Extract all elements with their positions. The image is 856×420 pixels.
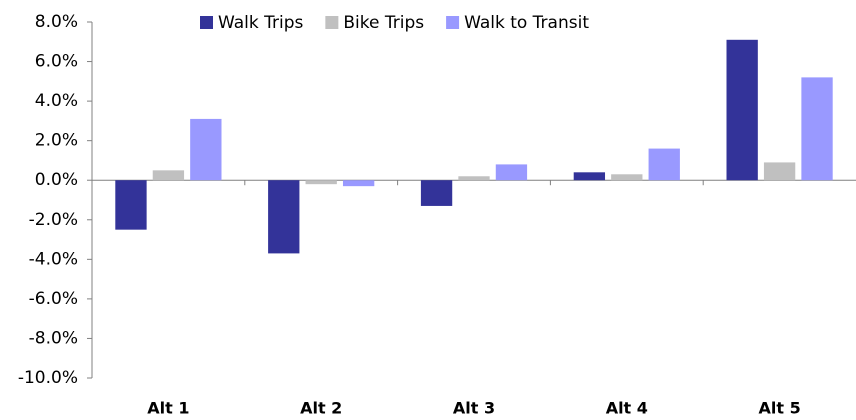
bar [801,77,833,181]
bar [152,170,185,181]
y-tick-label: -2.0% [29,210,78,230]
y-tick-label: -10.0% [18,368,78,388]
bar [611,174,643,181]
bar [115,180,147,230]
legend-label: Walk to Transit [464,13,589,33]
y-tick-label: 2.0% [35,131,78,151]
x-tick-label: Alt 5 [758,399,800,418]
x-tick-label: Alt 2 [300,399,342,418]
bar [342,180,375,187]
legend-swatch [200,16,213,29]
legend-swatch [325,16,339,29]
y-tick-label: 6.0% [35,52,78,72]
y-tick-label: -6.0% [29,289,78,309]
y-tick-label: -4.0% [29,249,78,269]
bar [648,148,680,181]
legend-swatch [446,16,460,29]
x-tick-label: Alt 1 [147,399,189,418]
y-tick-label: -8.0% [29,328,78,348]
legend-label: Bike Trips [343,13,424,33]
bar [726,39,758,181]
x-tick-label: Alt 4 [606,399,648,418]
y-tick-label: 4.0% [35,91,78,111]
bar [305,180,337,185]
y-tick-label: 0.0% [35,170,78,190]
bar [420,180,453,206]
y-tick-label: 8.0% [35,12,78,32]
bar [763,162,796,181]
bar [268,180,300,254]
bar [458,176,490,181]
legend-label: Walk Trips [218,13,304,33]
x-tick-label: Alt 3 [453,399,495,418]
bar [495,164,528,181]
bar [573,172,606,181]
bar [190,118,222,181]
